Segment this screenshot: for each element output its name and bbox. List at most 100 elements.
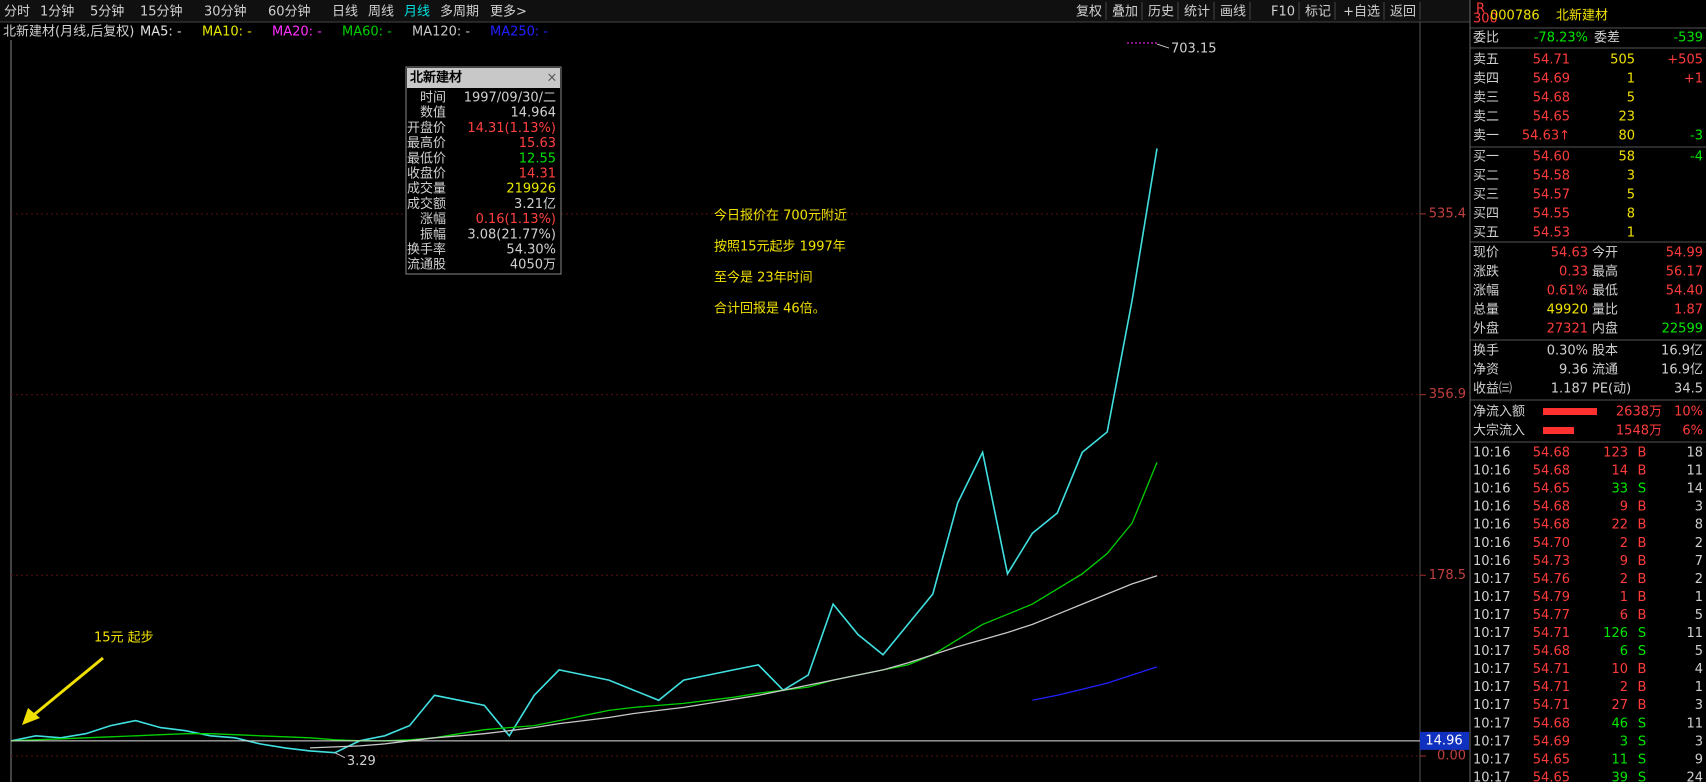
trade-volume: 6 [1620,608,1628,623]
current-price-box [1420,731,1469,750]
annotation: 今日报价在 700元附近 [714,208,847,224]
trade-count: 2 [1695,572,1703,587]
tooltip-label: 涨幅 [420,212,446,227]
toolbar-button[interactable]: 历史 [1148,5,1174,20]
trade-price: 54.69 [1533,734,1570,749]
trade-price: 54.77 [1533,608,1570,623]
toolbar-tab[interactable]: 5分钟 [90,4,124,20]
trade-count: 1 [1695,680,1703,695]
toolbar-button[interactable]: 统计 [1184,5,1210,20]
toolbar-button[interactable]: 复权 [1076,4,1102,20]
trade-price: 54.71 [1533,662,1570,677]
stock-code: 000786 [1490,9,1540,24]
trade-time: 10:17 [1473,644,1510,659]
trade-count: 5 [1695,608,1703,623]
trade-time: 10:17 [1473,590,1510,605]
badge: 300 [1473,12,1498,27]
trade-volume: 6 [1620,644,1628,659]
y-tick-label: 356.9 [1429,387,1466,402]
trade-side: B [1638,536,1647,551]
toolbar-button[interactable]: 叠加 [1112,5,1138,20]
toolbar-tab[interactable]: 多周期 [440,4,479,20]
trade-volume: 33 [1611,482,1628,497]
book-volume: 1 [1627,226,1635,241]
book-volume: 5 [1627,188,1635,203]
toolbar-button[interactable]: +自选 [1343,5,1380,20]
stat-value: 22599 [1662,322,1703,337]
book-label: 卖一 [1473,129,1499,144]
stock-name: 北新建材 [1556,8,1608,24]
y-tick-label: 178.5 [1429,568,1466,583]
toolbar-tab[interactable]: 30分钟 [204,4,247,20]
trade-price: 54.65 [1533,482,1570,497]
toolbar-tab[interactable]: 月线 [404,5,430,20]
book-price: 54.55 [1533,207,1570,222]
trade-count: 7 [1695,554,1703,569]
trade-count: 3 [1695,734,1703,749]
toolbar-button[interactable]: 标记 [1305,5,1331,20]
toolbar-tab[interactable]: 60分钟 [268,4,311,20]
tooltip-label: 收盘价 [407,166,446,182]
trade-time: 10:17 [1473,770,1510,782]
toolbar-button[interactable]: 返回 [1390,5,1416,20]
trade-side: S [1638,482,1646,497]
trade-side: B [1638,680,1647,695]
tooltip-value: 15.63 [519,136,556,151]
toolbar-tab[interactable]: 日线 [332,5,358,20]
trade-price: 54.68 [1533,716,1570,731]
trade-price: 54.73 [1533,554,1570,569]
trade-volume: 22 [1611,518,1628,533]
book-change: -3 [1690,129,1703,144]
stat-value: 34.5 [1674,382,1703,397]
tooltip-value: 14.964 [511,106,557,121]
stat-value: 54.99 [1666,246,1703,261]
annotation: 至今是 23年时间 [714,270,813,286]
trade-side: S [1638,644,1646,659]
toolbar-tab[interactable]: 周线 [368,5,394,20]
trade-price: 54.79 [1533,590,1570,605]
legend-item: MA10: - [202,25,252,40]
stat-label: 今开 [1592,245,1618,261]
book-label: 卖五 [1473,53,1499,68]
tooltip-title: 北新建材 [410,70,462,86]
toolbar-tab[interactable]: 更多> [490,4,527,20]
tooltip [405,66,562,275]
book-label: 买三 [1473,188,1499,203]
stat-value: 1.87 [1674,303,1703,318]
toolbar-tab[interactable]: 分时 [4,5,30,20]
trade-price: 54.65 [1533,752,1570,767]
toolbar-tab[interactable]: 1分钟 [40,4,74,20]
trade-side: S [1638,734,1646,749]
trade-side: B [1638,590,1647,605]
stat-label: 最高 [1592,264,1618,280]
tooltip-value: 54.30% [506,243,556,258]
min-pointer [334,752,346,759]
stat-value: 1.187 [1551,382,1588,397]
trade-volume: 27 [1611,698,1628,713]
trade-volume: 3 [1620,734,1628,749]
min-label: 3.29 [347,754,376,769]
legend-item: MA5: - [140,25,182,40]
stat-label: 现价 [1473,246,1499,261]
trade-count: 24 [1686,770,1703,782]
toolbar-button[interactable]: 画线 [1220,5,1246,20]
tooltip-value: 1997/09/30/二 [464,91,556,106]
trade-time: 10:17 [1473,626,1510,641]
y-tick-label: 535.4 [1429,206,1466,221]
book-label: 买五 [1473,226,1499,241]
trade-volume: 1 [1620,590,1628,605]
toolbar-button[interactable]: F10 [1271,5,1295,20]
flow-label: 大宗流入 [1473,423,1525,439]
trade-time: 10:17 [1473,716,1510,731]
annotation: 15元 起步 [94,631,154,646]
stat-value: 27321 [1547,322,1588,337]
book-volume: 58 [1618,150,1635,165]
stat-label: 内盘 [1592,321,1618,337]
toolbar-tab[interactable]: 15分钟 [140,4,183,20]
trade-volume: 2 [1620,680,1628,695]
trade-price: 54.71 [1533,680,1570,695]
book-volume: 5 [1627,91,1635,106]
tooltip-label: 时间 [420,91,446,106]
stat-value: 16.9亿 [1661,344,1703,359]
